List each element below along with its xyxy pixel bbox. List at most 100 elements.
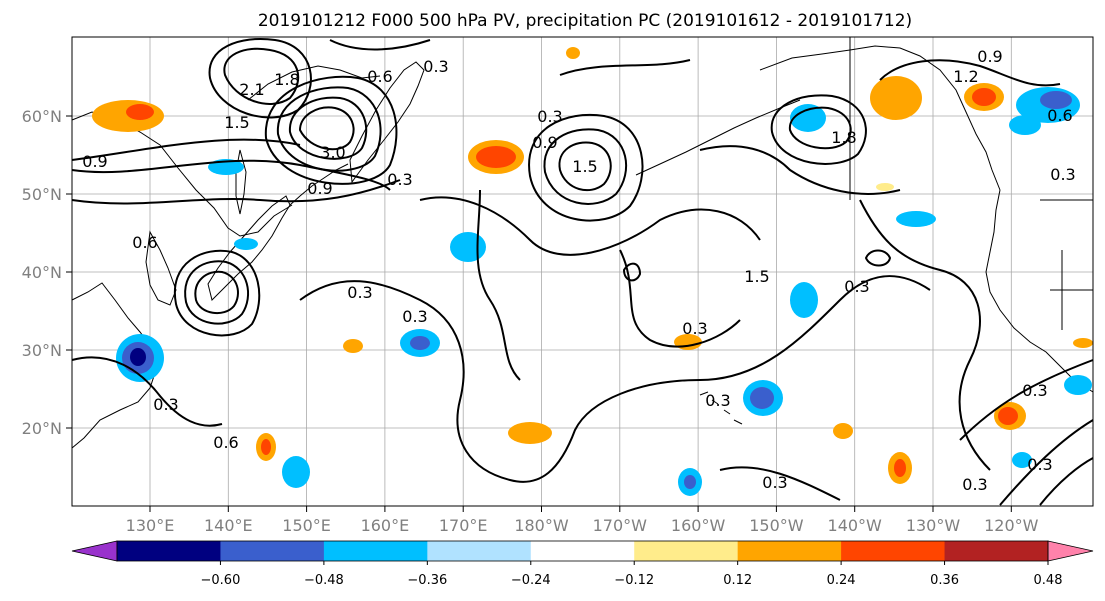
colorbar: −0.60 −0.48 −0.36 −0.24 −0.12 0.12 0.24 0.36 0.4…	[71, 540, 1094, 588]
pv-contour	[208, 38, 312, 119]
pv-contour	[558, 141, 612, 192]
map-panel: 2.11.81.50.30.63.00.90.90.30.91.51.81.20…	[71, 36, 1094, 507]
pv-contour	[559, 59, 691, 76]
precip-negative-core	[410, 336, 430, 350]
latitude-label: 40°N	[22, 263, 62, 282]
latitude-label: 20°N	[22, 419, 62, 438]
contour-value-label: 0.3	[1022, 381, 1047, 400]
pv-contour	[276, 86, 382, 172]
pv-contour	[71, 179, 401, 205]
precip-negative-area	[896, 211, 936, 227]
contour-value-label: 0.9	[307, 179, 332, 198]
contour-value-label: 3.0	[320, 143, 345, 162]
longitude-axis: 130°E 140°E 150°E 160°E 170°E 180°W 170°W 160°W…	[126, 506, 1039, 535]
contour-value-label: 1.5	[224, 113, 249, 132]
longitude-label: 160°E	[361, 516, 410, 535]
precip-positive-core	[998, 407, 1018, 425]
precip-negative-area	[282, 456, 310, 488]
colorbar-segment	[427, 541, 532, 561]
longitude-label: 140°W	[828, 516, 883, 535]
contour-value-label: 0.3	[962, 475, 987, 494]
coastlines	[71, 37, 1094, 449]
colorbar-segment	[530, 541, 635, 561]
contour-value-label: 1.2	[953, 67, 978, 86]
precip-positive-area	[870, 76, 922, 120]
longitude-label: 120°W	[984, 516, 1039, 535]
contour-value-label: 0.3	[1050, 165, 1075, 184]
pv-contour	[788, 106, 852, 150]
pv-contour	[173, 249, 261, 337]
longitude-label: 130°E	[126, 516, 175, 535]
pv-contour	[864, 249, 892, 267]
precip-negative-area	[1064, 375, 1092, 395]
contour-value-label: 0.9	[977, 47, 1002, 66]
north-america-borders	[849, 37, 1093, 330]
colorbar-tick-label: 0.48	[1034, 573, 1063, 588]
contour-value-label: 0.3	[153, 395, 178, 414]
precip-positive-area	[1073, 338, 1093, 348]
precip-negative-area	[790, 104, 826, 132]
pv-contour	[699, 145, 901, 195]
colorbar-segment	[117, 541, 221, 561]
latitude-label: 30°N	[22, 341, 62, 360]
pv-contours	[71, 38, 1094, 506]
colorbar-tick-label: 0.24	[827, 573, 856, 588]
contour-value-label: 2.1	[239, 80, 264, 99]
pv-contour	[770, 94, 867, 165]
longitude-label: 150°W	[749, 516, 804, 535]
latitude-axis: 60°N 50°N 40°N 30°N 20°N	[22, 107, 72, 438]
colorbar-segment	[323, 541, 428, 561]
pv-contour	[71, 138, 301, 161]
contour-value-label: 0.3	[762, 473, 787, 492]
colorbar-tick-label: −0.60	[201, 573, 241, 588]
precip-negative-core	[750, 387, 774, 409]
colorbar-extend-high	[1047, 540, 1094, 562]
pv-contour	[959, 359, 1094, 441]
hawaii-islands	[699, 391, 743, 425]
pv-contour	[184, 260, 250, 325]
precip-negative-area	[450, 232, 486, 262]
pv-contour	[71, 356, 223, 427]
colorbar-segment	[841, 541, 946, 561]
north-america-west-coast	[985, 189, 1094, 393]
pv-contour	[1039, 457, 1094, 506]
longitude-label: 150°E	[282, 516, 331, 535]
contour-value-label: 0.9	[82, 152, 107, 171]
precip-negative-area	[234, 238, 258, 250]
contour-value-label: 0.3	[1027, 455, 1052, 474]
longitude-label: 180°W	[514, 516, 569, 535]
contour-labels: 2.11.81.50.30.63.00.90.90.30.91.51.81.20…	[82, 47, 1075, 494]
contour-value-label: 1.8	[831, 128, 856, 147]
contour-value-label: 0.3	[844, 277, 869, 296]
colorbar-tick-label: −0.48	[304, 573, 344, 588]
colorbar-segment	[634, 541, 739, 561]
contour-value-label: 0.6	[213, 433, 238, 452]
colorbar-extend-low	[71, 540, 118, 562]
precip-positive-core	[126, 104, 154, 120]
precip-positive-area	[343, 339, 363, 353]
pv-contour	[223, 47, 300, 105]
precip-positive-area	[876, 183, 894, 191]
latitude-label: 60°N	[22, 107, 62, 126]
contour-value-label: 0.3	[402, 307, 427, 326]
pv-contour	[528, 114, 644, 222]
map-title: 2019101212 F000 500 hPa PV, precipitatio…	[258, 11, 912, 31]
contour-value-label: 0.6	[367, 67, 392, 86]
pv-contour	[619, 249, 741, 348]
precip-positive-area	[508, 422, 552, 444]
contour-value-label: 0.6	[1047, 106, 1072, 125]
precip-negative-center	[130, 348, 146, 366]
contour-value-label: 0.3	[347, 283, 372, 302]
pv-contour	[298, 106, 355, 151]
colorbar-segment	[737, 541, 842, 561]
precip-positive-core	[261, 439, 271, 455]
alaska-coastline	[759, 45, 1001, 191]
precip-positive-core	[476, 146, 516, 168]
latitude-label: 50°N	[22, 185, 62, 204]
pv-contour	[288, 96, 368, 160]
pv-contour	[999, 419, 1094, 506]
korea-coastline	[145, 230, 177, 306]
pv-contour	[859, 199, 991, 471]
contour-value-label: 0.3	[682, 319, 707, 338]
precip-positive-area	[833, 423, 853, 439]
